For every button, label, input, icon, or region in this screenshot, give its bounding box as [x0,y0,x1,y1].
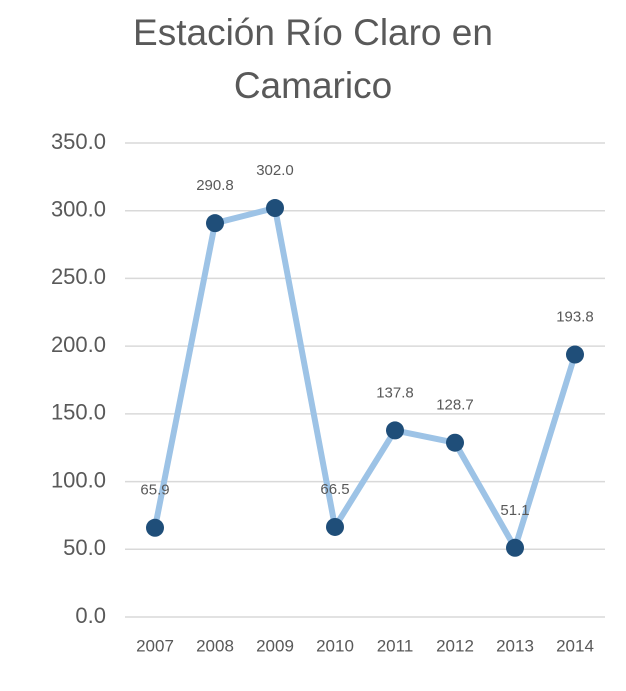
data-point [446,433,464,452]
data-point [566,345,584,364]
data-label: 290.8 [196,177,234,194]
x-tick-label: 2009 [256,636,294,655]
x-tick-label: 2008 [196,636,234,655]
data-label: 65.9 [140,482,169,499]
data-label: 128.7 [436,397,474,414]
x-tick-label: 2007 [136,636,174,655]
data-point [506,538,524,557]
data-point [206,214,224,233]
series-line [152,205,578,551]
data-label: 302.0 [256,162,294,179]
x-tick-label: 2014 [556,636,594,655]
x-tick-label: 2013 [496,636,534,655]
y-tick-label: 200.0 [51,332,106,357]
y-tick-label: 350.0 [51,129,106,154]
data-point [326,517,344,536]
data-label: 51.1 [500,502,529,519]
x-tick-label: 2011 [377,636,414,655]
data-label: 137.8 [376,384,414,401]
y-tick-label: 0.0 [75,603,106,628]
data-point [146,518,164,537]
data-point [386,421,404,440]
x-tick-label: 2010 [316,636,354,655]
y-tick-label: 50.0 [63,535,106,560]
x-tick-label: 2012 [436,636,474,655]
data-label: 193.8 [556,309,594,326]
y-tick-label: 100.0 [51,467,106,492]
chart-title: Estación Río Claro en Camarico [133,12,493,106]
data-point [266,199,284,218]
y-tick-label: 300.0 [51,197,106,222]
data-label: 66.5 [320,481,349,498]
y-tick-label: 250.0 [51,264,106,289]
y-tick-label: 150.0 [51,400,106,425]
